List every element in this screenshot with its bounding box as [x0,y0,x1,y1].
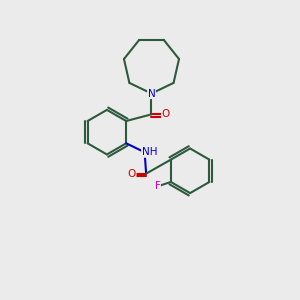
Text: O: O [128,169,136,178]
Text: O: O [162,109,170,119]
Text: F: F [154,182,160,191]
Text: NH: NH [142,147,157,157]
Text: N: N [148,88,155,98]
